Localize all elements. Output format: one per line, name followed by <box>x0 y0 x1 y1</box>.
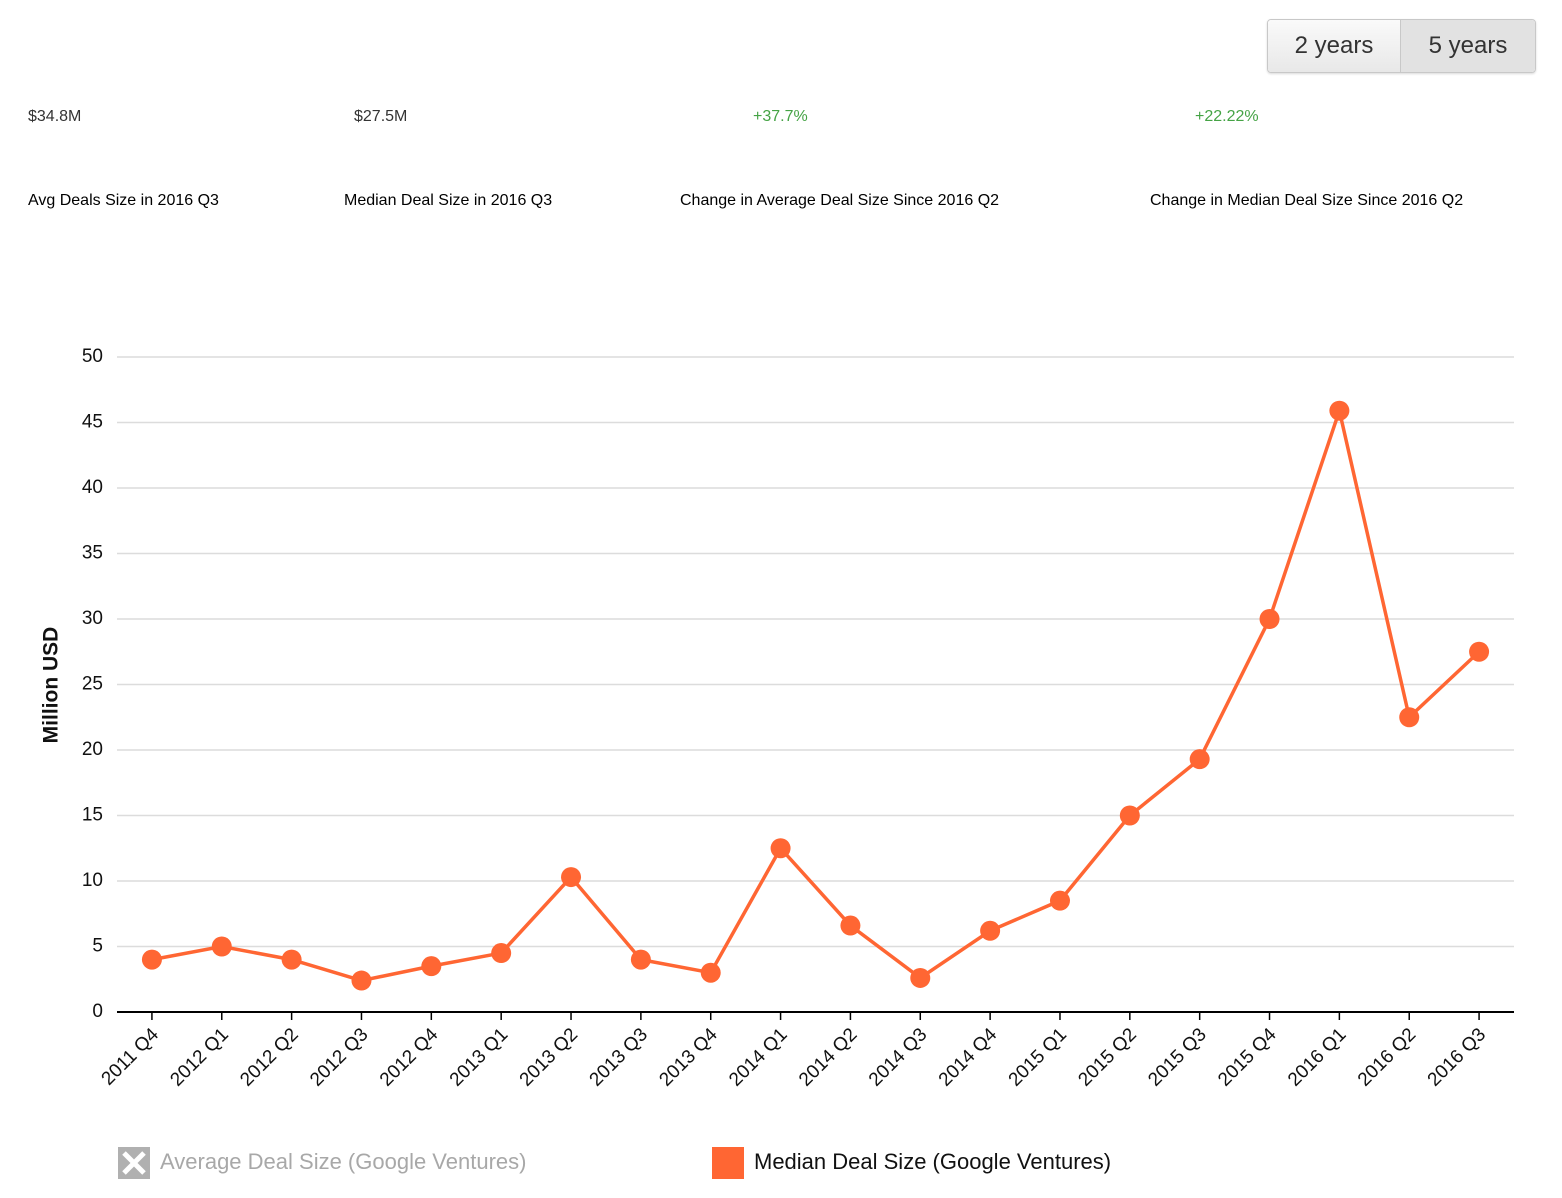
series-line <box>151 404 1481 983</box>
x-tick-label: 2012 Q4 <box>376 1024 443 1091</box>
legend-label: Average Deal Size (Google Ventures) <box>160 1149 526 1174</box>
stat-label: Change in Average Deal Size Since 2016 Q… <box>680 192 1000 209</box>
data-point <box>1329 400 1350 421</box>
x-tick-label: 2014 Q3 <box>865 1024 931 1090</box>
data-point <box>281 949 302 970</box>
x-tick-label: 2014 Q4 <box>935 1024 1002 1091</box>
data-point <box>561 867 582 888</box>
legend-x <box>122 1151 146 1175</box>
stat-label: Change in Median Deal Size Since 2016 Q2 <box>1150 192 1464 209</box>
data-point <box>141 949 162 970</box>
legend-label: Median Deal Size (Google Ventures) <box>754 1149 1111 1174</box>
data-point <box>1189 749 1210 770</box>
data-point <box>980 920 1001 941</box>
data-point <box>491 943 512 964</box>
x-tick-label: 2016 Q3 <box>1424 1024 1490 1090</box>
y-tick-label: 35 <box>82 543 103 564</box>
x-tick-label: 2015 Q1 <box>1005 1024 1071 1090</box>
data-point <box>421 956 442 977</box>
range-toggle: 2 years 5 years <box>1267 19 1536 73</box>
y-tick-label: 30 <box>82 608 103 629</box>
stat-value: +37.7% <box>753 108 808 125</box>
y-tick-label: 40 <box>82 477 103 498</box>
x-tick-label: 2015 Q4 <box>1214 1024 1281 1091</box>
y-tick-label: 15 <box>82 805 103 826</box>
x-tick-label: 2012 Q3 <box>306 1024 372 1090</box>
stat-value: +22.22% <box>1195 108 1259 125</box>
data-point <box>630 949 651 970</box>
x-tick-label: 2013 Q1 <box>446 1024 512 1090</box>
x-tick-label: 2016 Q2 <box>1354 1024 1420 1090</box>
x-tick-label: 2012 Q1 <box>166 1024 232 1090</box>
y-tick-label: 5 <box>92 936 103 957</box>
x-tick-label: 2013 Q2 <box>516 1024 582 1090</box>
stat-value: $27.5M <box>354 108 408 125</box>
x-tick-label: 2014 Q2 <box>795 1024 861 1090</box>
stat-label: Avg Deals Size in 2016 Q3 <box>28 192 219 209</box>
data-point <box>211 936 232 957</box>
x-tick-label: 2014 Q1 <box>725 1024 791 1090</box>
x-tick-label: 2013 Q4 <box>655 1024 722 1091</box>
range-button[interactable]: 2 years <box>1268 20 1400 72</box>
y-tick-label: 50 <box>82 346 103 367</box>
range-button[interactable]: 5 years <box>1400 20 1535 72</box>
data-point <box>1119 805 1140 826</box>
x-tick-label: 2012 Q2 <box>236 1024 302 1090</box>
x-tick-label: 2015 Q2 <box>1075 1024 1141 1090</box>
data-point <box>910 967 931 988</box>
y-tick-label: 20 <box>82 739 103 760</box>
data-point <box>1469 641 1490 662</box>
x-tick-label: 2015 Q3 <box>1144 1024 1210 1090</box>
data-point <box>700 962 721 983</box>
data-point <box>351 970 372 991</box>
y-axis-label: Million USD <box>40 627 63 744</box>
y-tick-label: 45 <box>82 412 103 433</box>
x-tick-label: 2011 Q4 <box>98 1024 164 1090</box>
legend-swatch <box>712 1147 744 1179</box>
stat-value: $34.8M <box>28 108 82 125</box>
x-tick-label: 2016 Q1 <box>1284 1024 1350 1090</box>
y-tick-label: 25 <box>82 674 103 695</box>
data-point <box>770 838 791 859</box>
data-point <box>1259 609 1280 629</box>
data-point <box>840 915 861 936</box>
stat-label: Median Deal Size in 2016 Q3 <box>344 192 553 209</box>
x-tick-label: 2013 Q3 <box>586 1024 652 1090</box>
data-point <box>1399 707 1420 728</box>
y-tick-label: 0 <box>92 1001 103 1022</box>
y-tick-label: 10 <box>82 870 103 891</box>
data-point <box>1049 890 1070 911</box>
